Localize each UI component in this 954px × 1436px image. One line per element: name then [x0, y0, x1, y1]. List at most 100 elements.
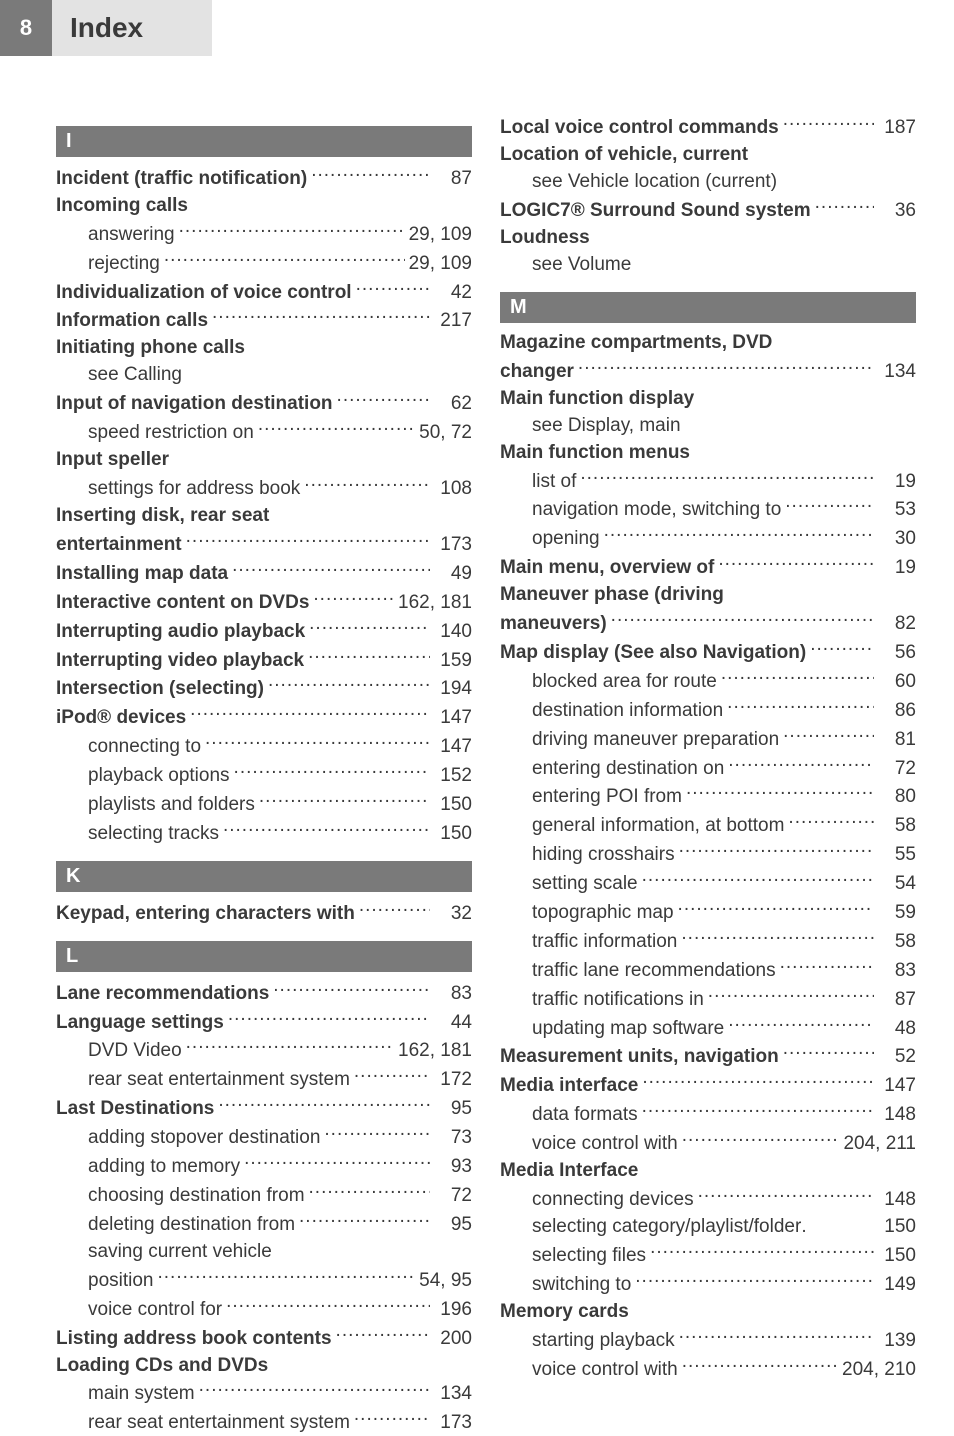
leader-dots	[604, 523, 874, 544]
index-entry: traffic lane recommendations83	[500, 955, 916, 984]
index-entry-page: 173	[434, 531, 472, 558]
leader-dots	[356, 277, 430, 298]
index-entry-label: Local voice control commands	[500, 114, 779, 141]
index-entry: driving maneuver preparation81	[500, 724, 916, 753]
index-heading: see Vehicle location (current)	[500, 168, 916, 195]
index-entry: connecting to147	[56, 731, 472, 760]
index-entry-page: 148	[878, 1186, 916, 1213]
leader-dots	[708, 984, 874, 1005]
index-heading: Location of vehicle, current	[500, 141, 916, 168]
index-entry: selecting files150	[500, 1240, 916, 1269]
index-entry: maneuvers)82	[500, 608, 916, 637]
leader-dots	[186, 1036, 394, 1057]
leader-dots	[308, 645, 430, 666]
index-entry-label: Media interface	[500, 1072, 638, 1099]
leader-dots	[228, 1007, 430, 1028]
index-entry-page: 44	[434, 1009, 472, 1036]
index-entry-label: rear seat entertainment system	[88, 1066, 350, 1093]
index-entry-label: adding stopover destination	[88, 1124, 320, 1151]
index-entry: Interrupting audio playback 140	[56, 616, 472, 645]
index-entry-page: 42	[434, 279, 472, 306]
index-entry: Map display (See also Navigation)56	[500, 637, 916, 666]
index-entry: Listing address book contents 200	[56, 1323, 472, 1352]
leader-dots	[642, 1099, 874, 1120]
index-entry: Lane recommendations83	[56, 978, 472, 1007]
index-entry: selecting category/playlist/folder . 150	[500, 1213, 916, 1240]
leader-dots	[354, 1064, 430, 1085]
index-entry: adding to memory93	[56, 1151, 472, 1180]
index-entry: rejecting29, 109	[56, 248, 472, 277]
index-entry-label: Listing address book contents	[56, 1325, 332, 1352]
index-entry-page: 150	[434, 820, 472, 847]
index-entry-label: Interrupting audio playback	[56, 618, 305, 645]
index-heading: see Display, main	[500, 412, 916, 439]
leader-dots	[718, 552, 874, 573]
index-entry-label: traffic notifications in	[532, 986, 704, 1013]
index-entry-page: 54, 95	[419, 1267, 472, 1294]
section-header: I	[56, 126, 472, 157]
index-entry-label: entering POI from	[532, 783, 682, 810]
index-entry-page: 148	[878, 1101, 916, 1128]
leader-dots	[226, 1294, 430, 1315]
index-entry-page: 187	[878, 114, 916, 141]
index-entry-label: voice control with	[532, 1356, 678, 1383]
index-entry-label: choosing destination from	[88, 1182, 305, 1209]
index-entry-page: 83	[878, 957, 916, 984]
index-entry: Interrupting video playback 159	[56, 645, 472, 674]
leader-dots	[359, 898, 430, 919]
leader-dots	[258, 417, 415, 438]
index-entry-label: Interrupting video playback	[56, 647, 304, 674]
index-entry-label: navigation mode, switching to	[532, 496, 781, 523]
index-heading: Main function display	[500, 385, 916, 412]
leader-dots	[681, 926, 874, 947]
index-entry-page: 49	[434, 560, 472, 587]
index-column: IIncident (traffic notification)87Incomi…	[56, 112, 472, 1436]
index-entry-label: Map display (See also Navigation)	[500, 639, 806, 666]
index-entry: Installing map data 49	[56, 558, 472, 587]
index-entry: Input of navigation destination62	[56, 388, 472, 417]
index-entry-page: 147	[434, 704, 472, 731]
index-entry: Measurement units, navigation52	[500, 1042, 916, 1071]
index-entry: playlists and folders150	[56, 789, 472, 818]
index-entry: iPod® devices147	[56, 702, 472, 731]
index-entry-label: main system	[88, 1380, 195, 1407]
section-header: M	[500, 292, 916, 323]
index-entry-page: 30	[878, 525, 916, 552]
index-entry-label: connecting to	[88, 733, 201, 760]
index-heading: see Calling	[56, 361, 472, 388]
index-entry-label: Language settings	[56, 1009, 224, 1036]
index-entry-label: playback options	[88, 762, 230, 789]
index-heading: Incoming calls	[56, 192, 472, 219]
index-entry-label: settings for address book	[88, 475, 300, 502]
section-header: L	[56, 941, 472, 972]
leader-dots	[686, 782, 874, 803]
index-entry-label: Individualization of voice control	[56, 279, 352, 306]
index-entry-label: Installing map data	[56, 560, 228, 587]
index-heading: Maneuver phase (driving	[500, 581, 916, 608]
leader-dots	[578, 356, 874, 377]
index-entry: updating map software48	[500, 1013, 916, 1042]
index-entry-page: 200	[434, 1325, 472, 1352]
index-entry: setting scale54	[500, 868, 916, 897]
index-entry-page: 19	[878, 468, 916, 495]
index-entry-page: 159	[434, 647, 472, 674]
index-entry-label: Intersection (selecting)	[56, 675, 264, 702]
index-entry: general information, at bottom58	[500, 810, 916, 839]
leader-dots	[728, 753, 874, 774]
index-entry-page: 54	[878, 870, 916, 897]
index-entry-page: 58	[878, 928, 916, 955]
index-entry-page: 87	[434, 165, 472, 192]
index-entry-page: 29, 109	[409, 221, 472, 248]
leader-dots	[299, 1209, 430, 1230]
page-number: 8	[0, 0, 52, 56]
index-heading: Media Interface	[500, 1157, 916, 1184]
index-entry-label: rejecting	[88, 250, 160, 277]
index-entry: Media interface147	[500, 1070, 916, 1099]
index-entry-page: 50, 72	[419, 419, 472, 446]
index-entry: entertainment173	[56, 529, 472, 558]
index-entry-page: 140	[434, 618, 472, 645]
leader-dots	[268, 674, 430, 695]
index-entry: choosing destination from72	[56, 1180, 472, 1209]
index-heading: Loading CDs and DVDs	[56, 1352, 472, 1379]
index-entry: destination information86	[500, 695, 916, 724]
